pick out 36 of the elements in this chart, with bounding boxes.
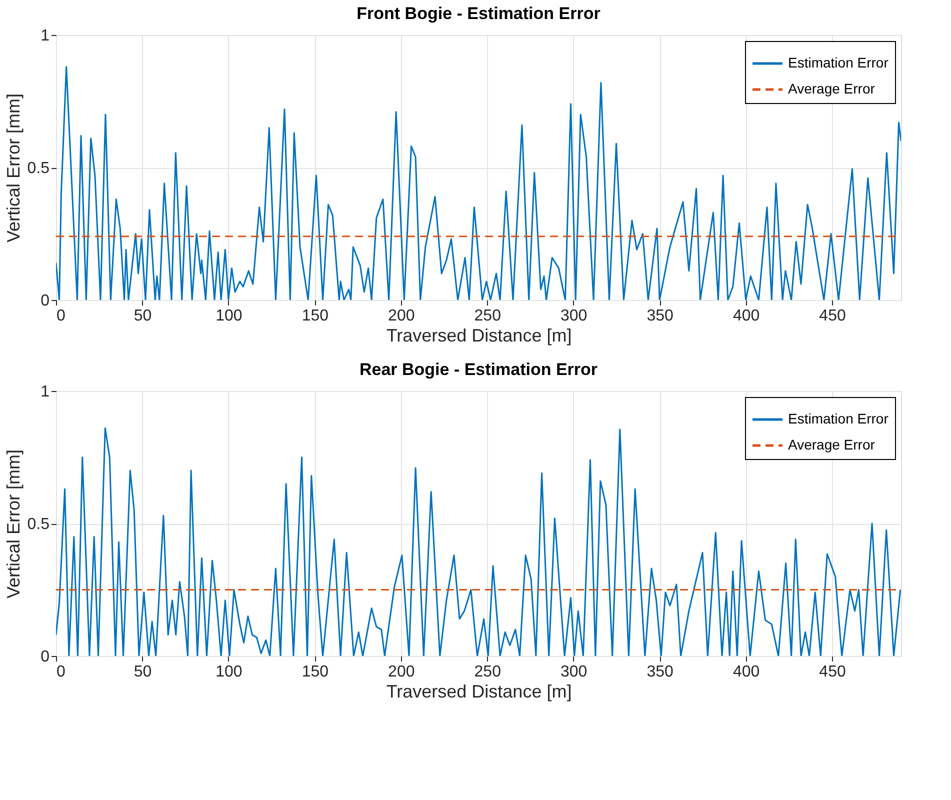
y-tick-label: 0 (40, 292, 50, 310)
y-tick-label: 0.5 (27, 516, 50, 533)
x-tick-label: 100 (216, 664, 242, 680)
x-tick-label: 100 (216, 308, 242, 324)
x-tick-label: 150 (302, 308, 329, 324)
y-axis-title: Vertical Error [mm] (3, 449, 24, 599)
y-tick-label: 1 (40, 28, 50, 44)
x-tick-label: 300 (560, 664, 588, 680)
x-tick-label: 0 (56, 308, 66, 324)
x-tick-label: 0 (56, 664, 66, 680)
y-tick-label: 0 (40, 648, 50, 666)
x-tick-label: 200 (388, 308, 415, 324)
x-tick-label: 300 (560, 308, 588, 324)
x-tick-label: 350 (646, 308, 674, 324)
y-axis-title: Vertical Error [mm] (3, 93, 24, 243)
x-tick-label: 450 (819, 664, 846, 680)
chart-title: Rear Bogie - Estimation Error (359, 360, 598, 379)
x-tick-label: 250 (474, 664, 502, 680)
chart-title: Front Bogie - Estimation Error (356, 4, 601, 23)
x-tick-label: 50 (134, 664, 152, 680)
legend-label: Estimation Error (788, 54, 889, 70)
x-tick-label: 450 (819, 308, 846, 324)
x-axis-title: Traversed Distance [m] (386, 326, 572, 346)
y-tick-label: 0.5 (27, 160, 50, 177)
x-tick-label: 350 (646, 664, 674, 680)
legend-label: Average Error (788, 80, 876, 96)
x-axis-title: Traversed Distance [m] (386, 682, 572, 702)
x-tick-label: 150 (302, 664, 329, 680)
y-tick-label: 1 (40, 384, 50, 400)
x-tick-label: 400 (732, 308, 760, 324)
x-tick-label: 50 (134, 308, 152, 324)
x-tick-label: 400 (732, 664, 760, 680)
legend-label: Average Error (788, 436, 876, 452)
x-tick-label: 250 (474, 308, 502, 324)
x-tick-label: 200 (388, 664, 415, 680)
legend-label: Estimation Error (788, 410, 889, 426)
